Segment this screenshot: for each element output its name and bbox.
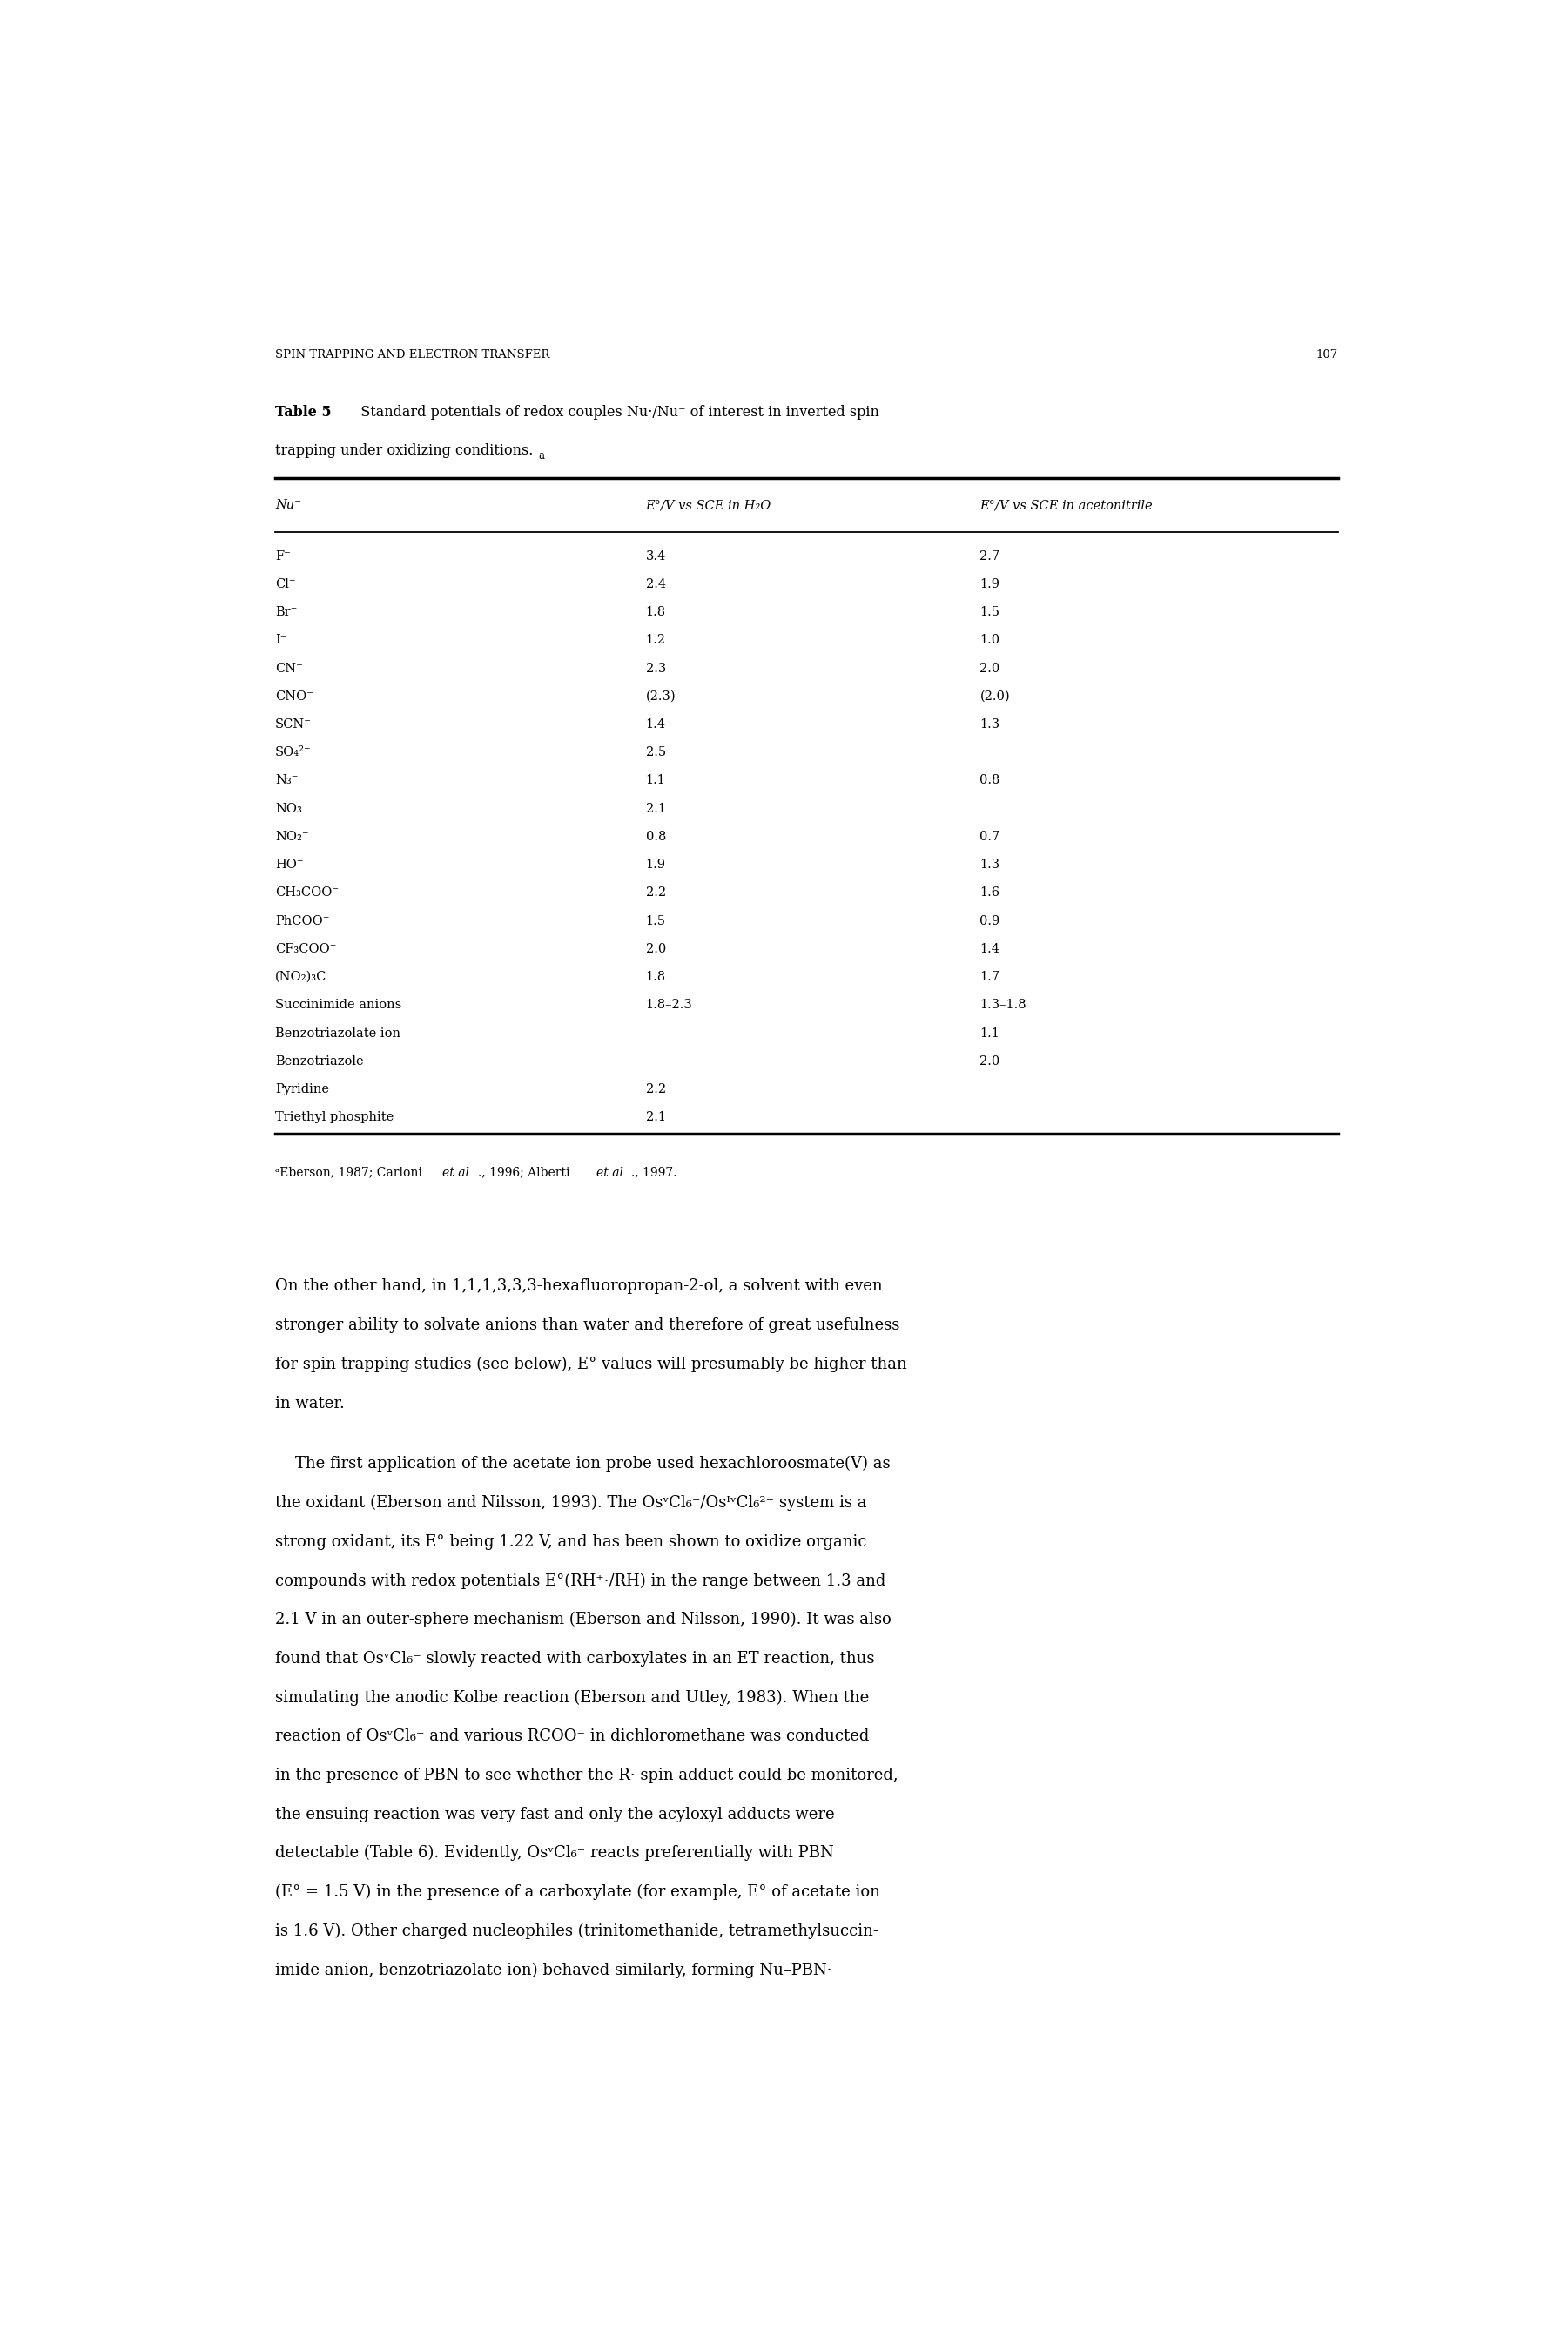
Text: 2.1: 2.1: [646, 1112, 666, 1124]
Text: 1.3: 1.3: [980, 858, 1000, 870]
Text: 1.8: 1.8: [646, 607, 666, 618]
Text: in the presence of PBN to see whether the R· spin adduct could be monitored,: in the presence of PBN to see whether th…: [274, 1768, 898, 1782]
Text: 1.7: 1.7: [980, 971, 1000, 983]
Text: Standard potentials of redox couples Nu·/Nu⁻ of interest in inverted spin: Standard potentials of redox couples Nu·…: [351, 404, 880, 421]
Text: Table 5: Table 5: [274, 404, 331, 421]
Text: 1.9: 1.9: [646, 858, 666, 870]
Text: 2.0: 2.0: [980, 663, 1000, 675]
Text: 3.4: 3.4: [646, 550, 666, 562]
Text: Nu⁻: Nu⁻: [274, 498, 301, 513]
Text: 0.9: 0.9: [980, 915, 1000, 926]
Text: trapping under oxidizing conditions.: trapping under oxidizing conditions.: [274, 444, 533, 458]
Text: 2.3: 2.3: [646, 663, 666, 675]
Text: 1.5: 1.5: [646, 915, 666, 926]
Text: 2.2: 2.2: [646, 886, 666, 898]
Text: E°/V vs SCE in H₂O: E°/V vs SCE in H₂O: [646, 498, 771, 513]
Text: 1.4: 1.4: [980, 943, 1000, 955]
Text: the oxidant (Eberson and Nilsson, 1993). The OsᵛCl₆⁻/OsᴵᵛCl₆²⁻ system is a: the oxidant (Eberson and Nilsson, 1993).…: [274, 1495, 867, 1512]
Text: found that OsᵛCl₆⁻ slowly reacted with carboxylates in an ET reaction, thus: found that OsᵛCl₆⁻ slowly reacted with c…: [274, 1650, 875, 1667]
Text: 2.4: 2.4: [646, 578, 666, 590]
Text: 2.1: 2.1: [646, 802, 666, 816]
Text: 1.1: 1.1: [980, 1027, 1000, 1039]
Text: CH₃COO⁻: CH₃COO⁻: [274, 886, 339, 898]
Text: 1.0: 1.0: [980, 635, 1000, 647]
Text: a: a: [539, 451, 544, 461]
Text: SPIN TRAPPING AND ELECTRON TRANSFER: SPIN TRAPPING AND ELECTRON TRANSFER: [274, 348, 549, 360]
Text: NO₃⁻: NO₃⁻: [274, 802, 309, 816]
Text: PhCOO⁻: PhCOO⁻: [274, 915, 329, 926]
Text: 0.8: 0.8: [646, 830, 666, 842]
Text: CN⁻: CN⁻: [274, 663, 303, 675]
Text: Succinimide anions: Succinimide anions: [274, 999, 401, 1011]
Text: CNO⁻: CNO⁻: [274, 691, 314, 703]
Text: ᵃEberson, 1987; Carloni: ᵃEberson, 1987; Carloni: [274, 1166, 426, 1178]
Text: 0.8: 0.8: [980, 773, 1000, 788]
Text: strong oxidant, its E° being 1.22 V, and has been shown to oxidize organic: strong oxidant, its E° being 1.22 V, and…: [274, 1533, 867, 1549]
Text: imide anion, benzotriazolate ion) behaved similarly, forming Nu–PBN·: imide anion, benzotriazolate ion) behave…: [274, 1963, 831, 1977]
Text: NO₂⁻: NO₂⁻: [274, 830, 309, 842]
Text: et al: et al: [442, 1166, 470, 1178]
Text: reaction of OsᵛCl₆⁻ and various RCOO⁻ in dichloromethane was conducted: reaction of OsᵛCl₆⁻ and various RCOO⁻ in…: [274, 1728, 869, 1744]
Text: et al: et al: [596, 1166, 624, 1178]
Text: 2.2: 2.2: [646, 1084, 666, 1096]
Text: for spin trapping studies (see below), E° values will presumably be higher than: for spin trapping studies (see below), E…: [274, 1357, 906, 1373]
Text: 0.7: 0.7: [980, 830, 1000, 842]
Text: N₃⁻: N₃⁻: [274, 773, 298, 788]
Text: 1.3–1.8: 1.3–1.8: [980, 999, 1027, 1011]
Text: CF₃COO⁻: CF₃COO⁻: [274, 943, 337, 955]
Text: simulating the anodic Kolbe reaction (Eberson and Utley, 1983). When the: simulating the anodic Kolbe reaction (Eb…: [274, 1690, 869, 1704]
Text: 1.8–2.3: 1.8–2.3: [646, 999, 693, 1011]
Text: HO⁻: HO⁻: [274, 858, 303, 870]
Text: (2.0): (2.0): [980, 691, 1010, 703]
Text: 1.4: 1.4: [646, 719, 666, 731]
Text: F⁻: F⁻: [274, 550, 290, 562]
Text: I⁻: I⁻: [274, 635, 287, 647]
Text: Benzotriazolate ion: Benzotriazolate ion: [274, 1027, 400, 1039]
Text: compounds with redox potentials E°(RH⁺·/RH) in the range between 1.3 and: compounds with redox potentials E°(RH⁺·/…: [274, 1573, 886, 1589]
Text: Pyridine: Pyridine: [274, 1084, 329, 1096]
Text: 1.2: 1.2: [646, 635, 666, 647]
Text: stronger ability to solvate anions than water and therefore of great usefulness: stronger ability to solvate anions than …: [274, 1317, 900, 1333]
Text: Cl⁻: Cl⁻: [274, 578, 295, 590]
Text: the ensuing reaction was very fast and only the acyloxyl adducts were: the ensuing reaction was very fast and o…: [274, 1806, 834, 1822]
Text: 1.3: 1.3: [980, 719, 1000, 731]
Text: 2.1 V in an outer-sphere mechanism (Eberson and Nilsson, 1990). It was also: 2.1 V in an outer-sphere mechanism (Eber…: [274, 1613, 891, 1627]
Text: E°/V vs SCE in acetonitrile: E°/V vs SCE in acetonitrile: [980, 498, 1152, 513]
Text: 2.0: 2.0: [980, 1056, 1000, 1067]
Text: Br⁻: Br⁻: [274, 607, 296, 618]
Text: On the other hand, in 1,1,1,3,3,3-hexafluoropropan-2-ol, a solvent with even: On the other hand, in 1,1,1,3,3,3-hexafl…: [274, 1279, 883, 1295]
Text: 2.7: 2.7: [980, 550, 1000, 562]
Text: SCN⁻: SCN⁻: [274, 719, 312, 731]
Text: 2.5: 2.5: [646, 748, 666, 759]
Text: Triethyl phosphite: Triethyl phosphite: [274, 1112, 394, 1124]
Text: in water.: in water.: [274, 1396, 345, 1411]
Text: ., 1996; Alberti: ., 1996; Alberti: [478, 1166, 574, 1178]
Text: detectable (Table 6). Evidently, OsᵛCl₆⁻ reacts preferentially with PBN: detectable (Table 6). Evidently, OsᵛCl₆⁻…: [274, 1846, 834, 1862]
Text: (2.3): (2.3): [646, 691, 676, 703]
Text: (E° = 1.5 V) in the presence of a carboxylate (for example, E° of acetate ion: (E° = 1.5 V) in the presence of a carbox…: [274, 1883, 880, 1900]
Text: 107: 107: [1316, 348, 1338, 360]
Text: Benzotriazole: Benzotriazole: [274, 1056, 364, 1067]
Text: 1.5: 1.5: [980, 607, 1000, 618]
Text: is 1.6 V). Other charged nucleophiles (trinitomethanide, tetramethylsuccin-: is 1.6 V). Other charged nucleophiles (t…: [274, 1923, 878, 1940]
Text: (NO₂)₃C⁻: (NO₂)₃C⁻: [274, 971, 334, 983]
Text: SO₄²⁻: SO₄²⁻: [274, 748, 312, 759]
Text: 2.0: 2.0: [646, 943, 666, 955]
Text: 1.6: 1.6: [980, 886, 1000, 898]
Text: ., 1997.: ., 1997.: [632, 1166, 677, 1178]
Text: 1.9: 1.9: [980, 578, 1000, 590]
Text: The first application of the acetate ion probe used hexachloroosmate(V) as: The first application of the acetate ion…: [274, 1455, 891, 1472]
Text: 1.1: 1.1: [646, 773, 665, 788]
Text: 1.8: 1.8: [646, 971, 666, 983]
